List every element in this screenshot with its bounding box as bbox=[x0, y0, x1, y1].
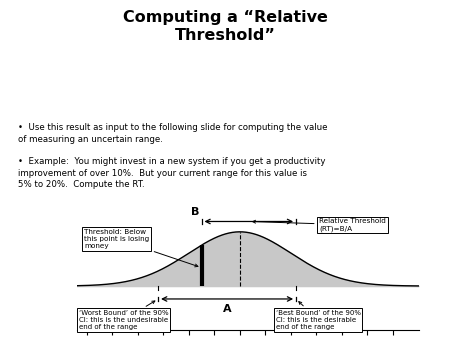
Text: •  Use this result as input to the following slide for computing the value
of me: • Use this result as input to the follow… bbox=[18, 123, 328, 144]
Text: ‘Worst Bound’ of the 90%
CI: this is the undesirable
end of the range: ‘Worst Bound’ of the 90% CI: this is the… bbox=[79, 301, 169, 330]
Text: •  Example:  You might invest in a new system if you get a productivity
improvem: • Example: You might invest in a new sys… bbox=[18, 157, 325, 189]
Text: A: A bbox=[223, 305, 231, 314]
Text: Relative Threshold
(RT)=B/A: Relative Threshold (RT)=B/A bbox=[252, 218, 386, 232]
Text: ‘Best Bound’ of the 90%
CI: this is the desirable
end of the range: ‘Best Bound’ of the 90% CI: this is the … bbox=[275, 301, 360, 330]
Text: B: B bbox=[191, 208, 200, 217]
Text: Threshold: Below
this point is losing
money: Threshold: Below this point is losing mo… bbox=[84, 229, 198, 267]
Text: Computing a “Relative
Threshold”: Computing a “Relative Threshold” bbox=[122, 10, 328, 43]
